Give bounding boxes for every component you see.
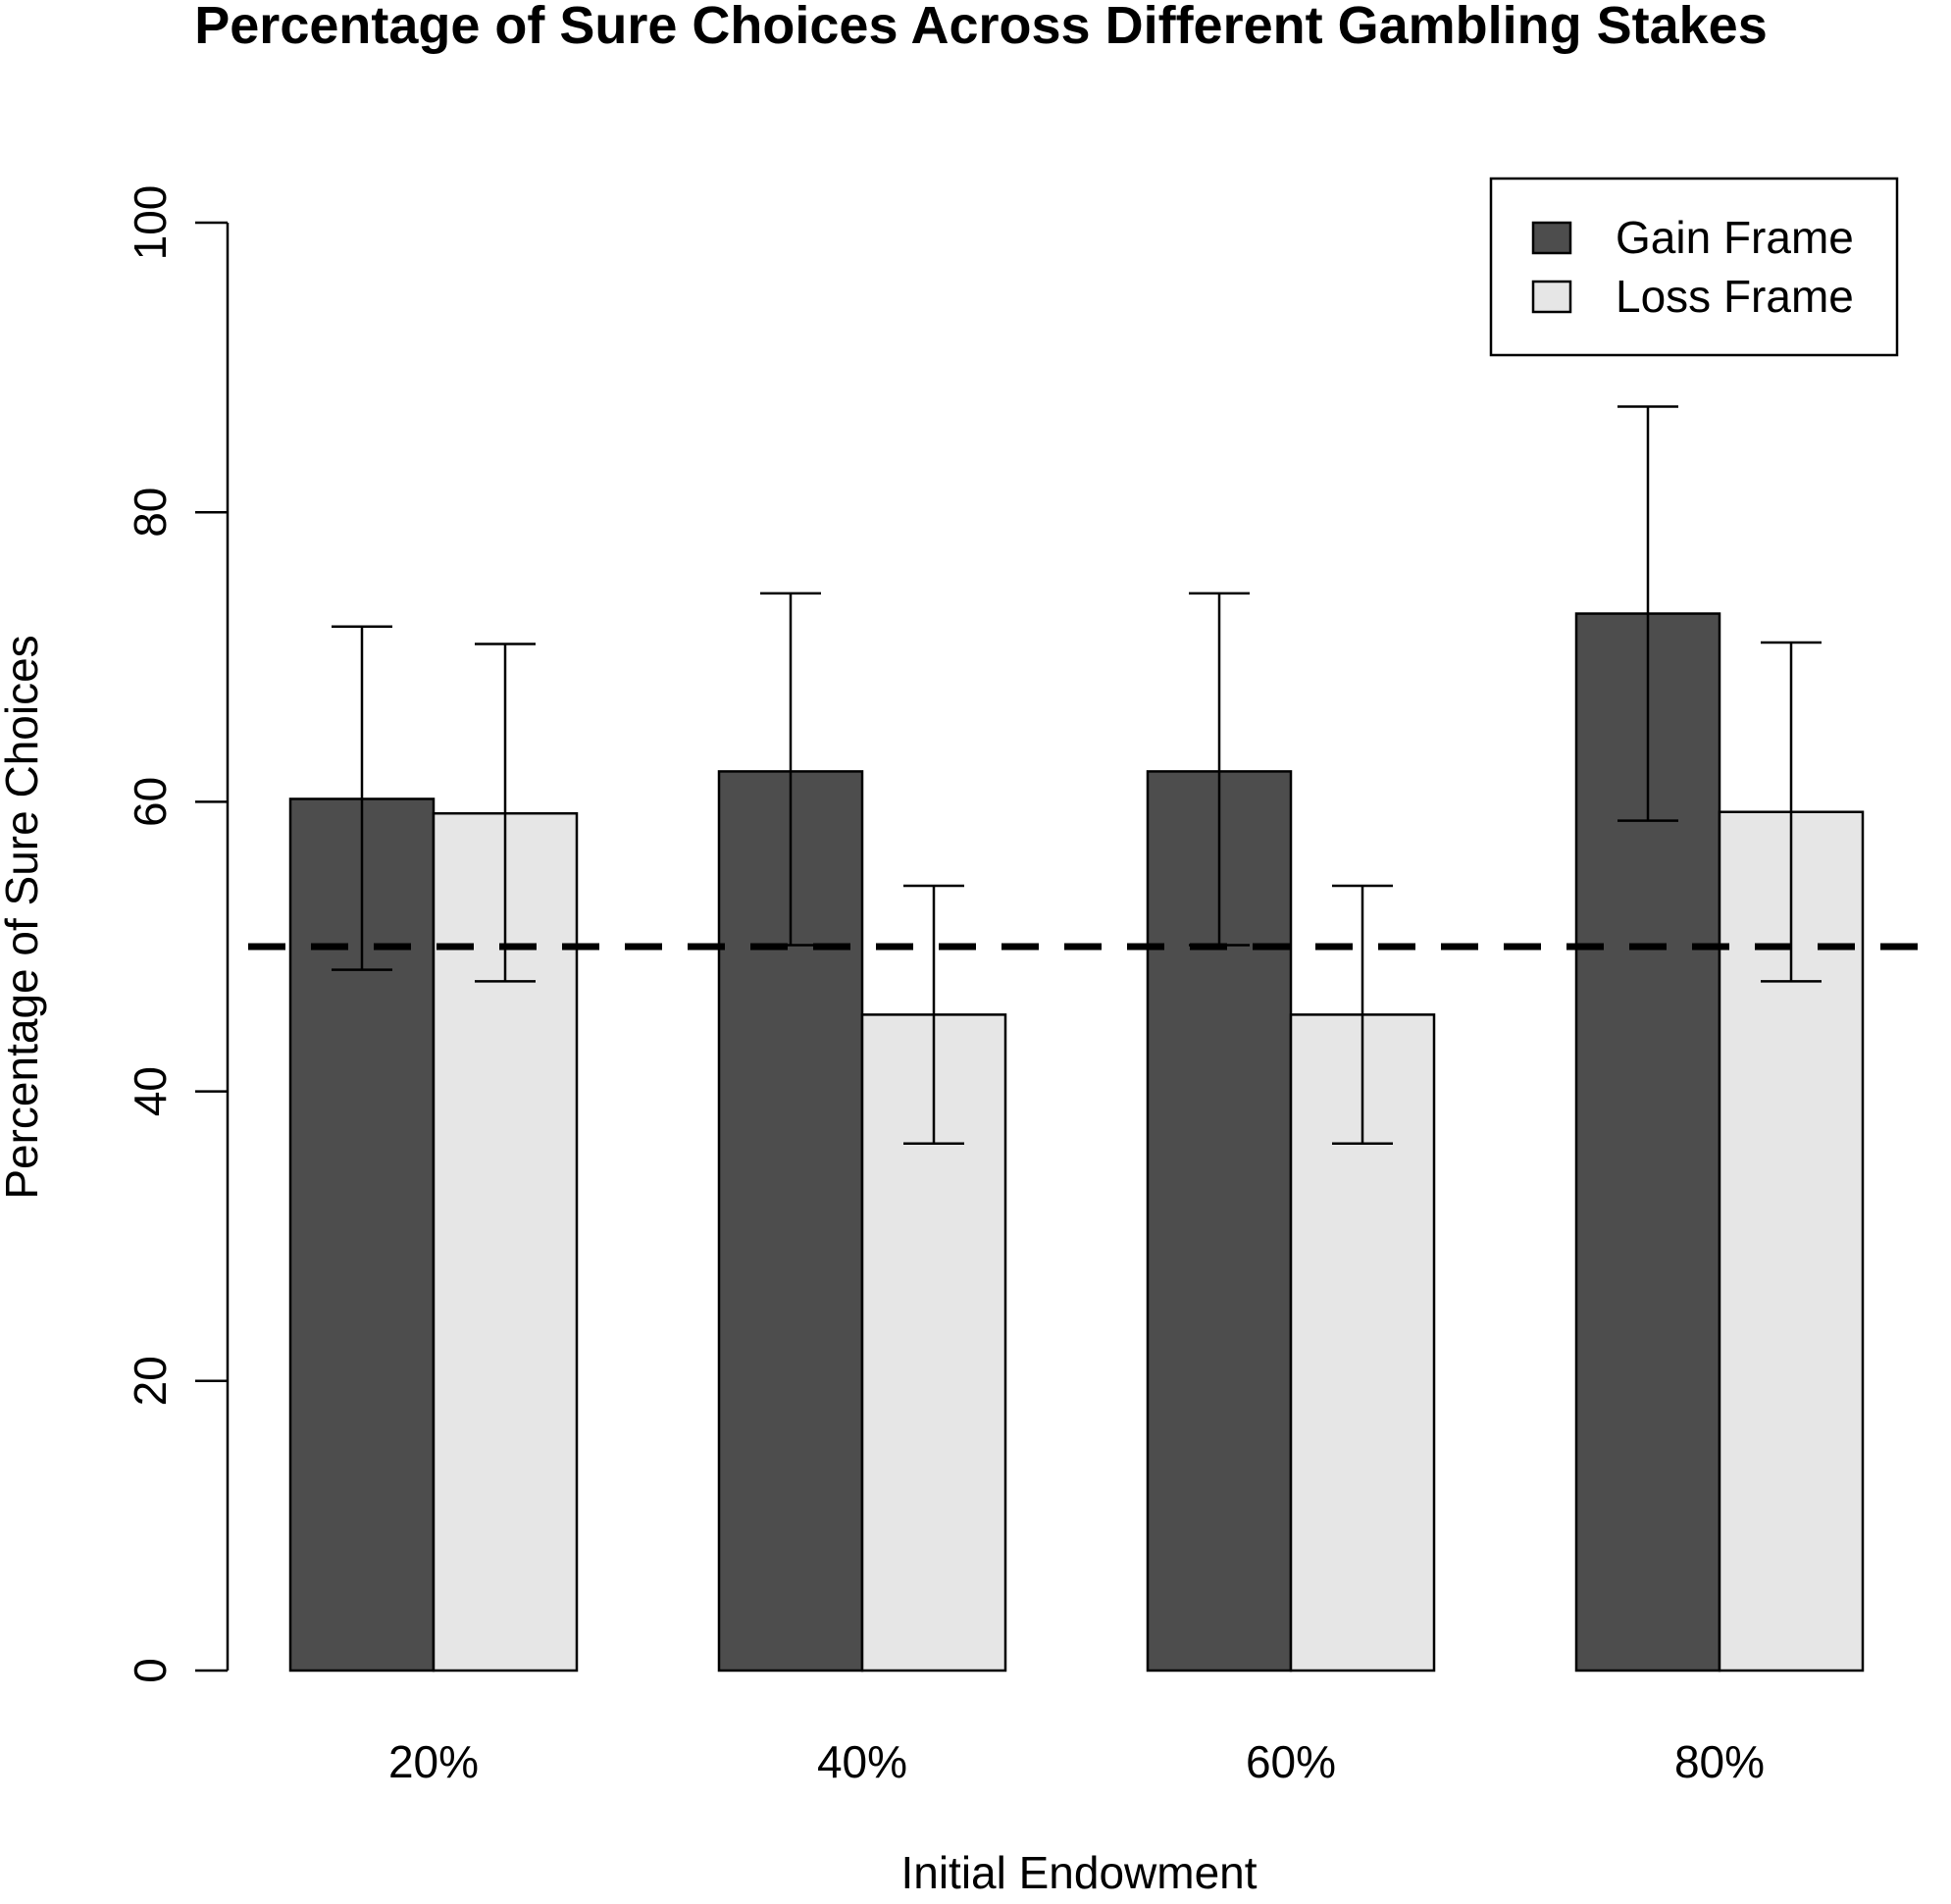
y-tick-label-0: 0 (125, 1658, 176, 1683)
legend-label-loss-frame: Loss Frame (1616, 271, 1854, 322)
y-tick-label-80: 80 (125, 488, 176, 538)
legend-swatch-gain-frame (1531, 221, 1572, 255)
legend-box (1489, 177, 1899, 357)
error-bar-loss-frame-20pct (475, 643, 536, 983)
error-bar-loss-frame-80pct (1761, 641, 1822, 983)
error-bar-loss-frame-40pct (903, 884, 964, 1145)
error-bar-gain-frame-20pct (332, 625, 392, 971)
x-tick-label-60pct: 60% (1246, 1736, 1336, 1787)
legend: Gain Frame Loss Frame (1489, 177, 1899, 357)
x-axis-label: Initial Endowment (900, 1847, 1257, 1898)
x-tick-labels: 20% 40% 60% 80% (388, 1736, 1765, 1787)
error-bars (332, 405, 1822, 1145)
y-axis-label: Percentage of Sure Choices (0, 635, 47, 1199)
y-tick-label-60: 60 (125, 777, 176, 827)
y-tick-label-100: 100 (125, 185, 176, 261)
y-axis: 0 20 40 60 80 100 (125, 185, 230, 1683)
error-bar-gain-frame-80pct (1617, 405, 1678, 822)
y-tick-label-20: 20 (125, 1356, 176, 1406)
chart-title: Percentage of Sure Choices Across Differ… (194, 0, 1768, 55)
legend-swatch-loss-frame (1531, 280, 1572, 314)
legend-label-gain-frame: Gain Frame (1616, 212, 1854, 263)
error-bar-loss-frame-60pct (1332, 884, 1393, 1145)
x-tick-label-20pct: 20% (388, 1736, 479, 1787)
x-tick-label-40pct: 40% (817, 1736, 907, 1787)
y-tick-label-40: 40 (125, 1066, 176, 1116)
x-tick-label-80pct: 80% (1674, 1736, 1765, 1787)
